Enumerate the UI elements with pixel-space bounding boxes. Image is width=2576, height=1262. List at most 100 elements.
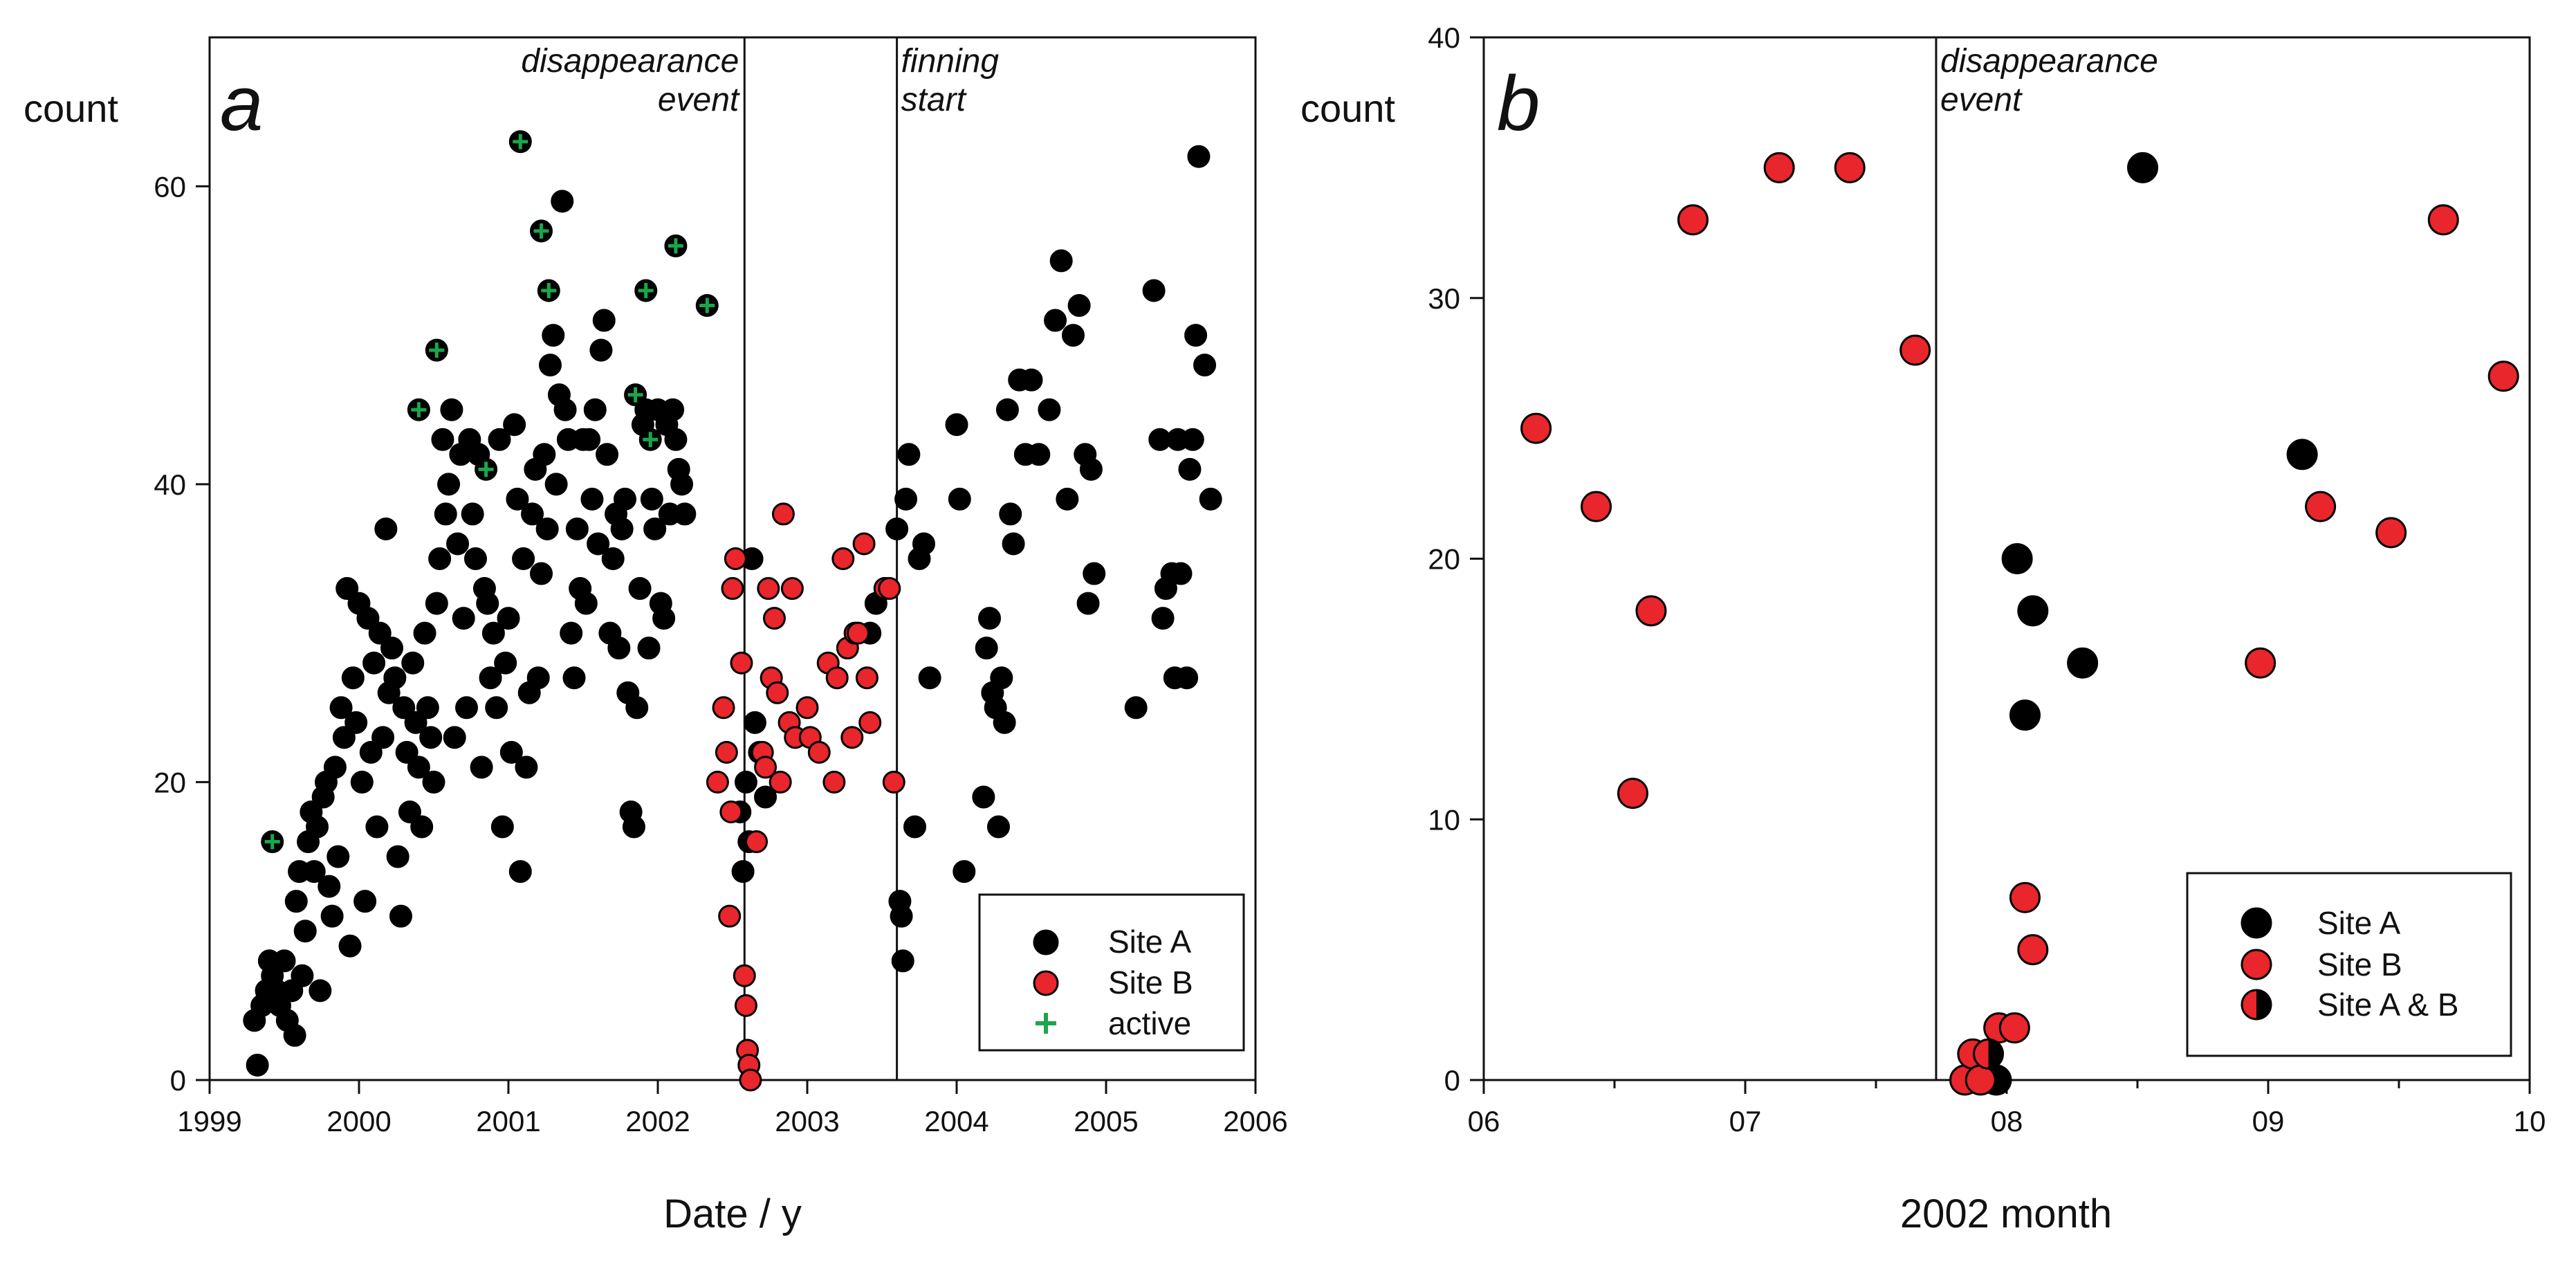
point-site-a	[953, 860, 976, 884]
panel-b-legend: Site A Site B Site A & B	[2186, 872, 2512, 1057]
point-active	[624, 383, 647, 407]
annotation-text: disappearance	[521, 43, 739, 80]
point-site-a	[885, 517, 909, 540]
point-site-b	[1677, 204, 1709, 236]
point-site-a	[309, 979, 332, 1003]
point-site-a	[425, 592, 448, 615]
y-tick-label: 30	[1428, 282, 1460, 315]
point-site-a	[622, 815, 645, 839]
point-site-a	[995, 398, 1019, 421]
point-site-b	[822, 770, 846, 794]
point-site-b	[825, 666, 849, 690]
point-site-a	[607, 637, 631, 660]
point-active	[475, 457, 498, 481]
panel-a-legend: Site A Site B active	[978, 893, 1245, 1052]
point-site-a	[341, 666, 365, 690]
point-site-b	[757, 577, 780, 601]
x-tick-label: 10	[2514, 1105, 2546, 1137]
point-site-a	[1181, 428, 1204, 451]
point-site-a	[637, 637, 661, 660]
point-site-a	[601, 547, 625, 570]
panel-a-chart: 1999 2000 2001 2002 2003 2004 2005 20060204060 …	[24, 36, 1288, 1236]
legend-b-label-site-b: Site B	[2317, 946, 2402, 982]
point-site-a	[332, 726, 356, 749]
point-site-b	[2009, 881, 2041, 913]
point-site-a	[578, 428, 601, 451]
point-site-b	[718, 904, 742, 928]
point-site-a	[306, 815, 329, 839]
y-tick-label: 20	[154, 766, 186, 798]
y-tick-label: 40	[154, 468, 186, 501]
point-active	[695, 294, 719, 318]
point-site-a	[395, 740, 418, 764]
point-site-a	[490, 815, 514, 839]
panel-a-ylabel: count	[24, 86, 118, 130]
point-site-a	[652, 607, 676, 630]
point-site-a	[293, 920, 317, 943]
annotation-text: event	[658, 82, 740, 118]
point-site-a	[416, 696, 439, 720]
point-site-b	[2245, 647, 2276, 679]
point-site-a	[283, 1023, 306, 1047]
point-site-b	[1635, 595, 1667, 627]
point-site-a	[580, 487, 604, 511]
point-site-b	[762, 607, 786, 630]
point-site-b	[2017, 934, 2049, 966]
point-site-a	[335, 577, 359, 601]
legend-a-label-active: active	[1108, 1005, 1191, 1041]
legend-a-marker-site-a	[1033, 929, 1059, 955]
point-site-a	[392, 696, 416, 720]
point-site-a	[903, 815, 927, 839]
point-site-b	[1617, 778, 1648, 810]
point-site-a	[1038, 398, 1061, 421]
point-site-a	[404, 711, 427, 734]
x-tick-label: 2006	[1223, 1105, 1287, 1137]
point-site-a	[452, 607, 475, 630]
point-site-a	[419, 726, 443, 749]
point-site-a	[978, 607, 1002, 630]
point-site-a	[485, 696, 508, 720]
point-site-a	[521, 502, 544, 526]
point-site-a	[413, 621, 436, 645]
point-site-a	[446, 532, 470, 556]
point-site-a	[734, 770, 757, 794]
point-site-a	[1193, 354, 1217, 377]
point-site-a	[948, 487, 971, 511]
panel-b-chart: 06 07 08 09 10 0 10 20 30 40 b count 2002 month d…	[1300, 21, 2546, 1236]
point-site-a	[383, 666, 407, 690]
point-site-a	[488, 428, 511, 451]
point-site-a	[1178, 457, 1202, 481]
point-site-b	[882, 770, 905, 794]
point-site-a	[661, 398, 685, 421]
point-site-a	[670, 473, 694, 496]
point-site-a	[560, 621, 583, 645]
point-site-b	[846, 621, 870, 645]
y-tick-label: 40	[1428, 21, 1460, 54]
point-site-a	[1002, 532, 1025, 556]
point-site-a-and-b	[1973, 1038, 2005, 1070]
point-site-b	[855, 666, 878, 690]
point-site-a	[284, 890, 308, 913]
y-tick-label: 0	[1444, 1064, 1460, 1097]
point-site-b	[2375, 517, 2407, 549]
point-active	[407, 398, 430, 421]
point-site-a	[628, 577, 652, 601]
point-site-a	[476, 592, 499, 615]
point-site-a	[542, 324, 565, 347]
point-active	[508, 130, 532, 154]
legend-a-label-site-a: Site A	[1108, 924, 1192, 960]
point-site-a	[359, 740, 383, 764]
point-site-a	[544, 473, 568, 496]
point-site-a	[993, 711, 1016, 734]
point-site-a	[986, 815, 1010, 839]
y-tick-label: 10	[1428, 803, 1460, 836]
x-tick-label: 2002	[625, 1105, 690, 1137]
point-site-b	[1965, 1064, 1996, 1096]
point-site-b	[840, 726, 864, 749]
point-site-a	[1083, 562, 1106, 585]
point-site-a	[506, 487, 529, 511]
point-site-a	[1124, 696, 1148, 720]
point-site-a	[2067, 647, 2099, 679]
point-site-a	[437, 473, 461, 496]
point-site-a	[2009, 699, 2041, 731]
